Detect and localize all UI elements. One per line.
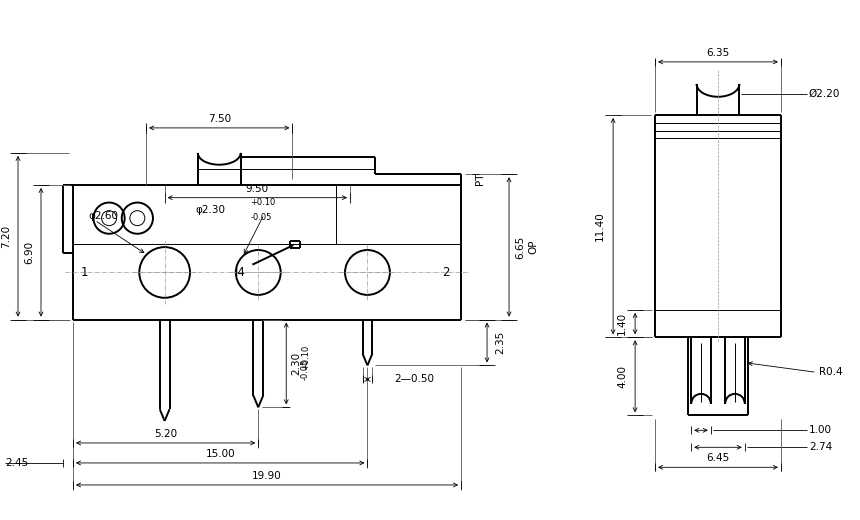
Text: 7.20: 7.20 xyxy=(1,225,11,248)
Text: 4.00: 4.00 xyxy=(617,365,627,388)
Text: +0.10: +0.10 xyxy=(301,345,310,370)
Text: 1: 1 xyxy=(81,266,89,279)
Text: 1.40: 1.40 xyxy=(617,312,627,335)
Text: PT: PT xyxy=(475,173,485,186)
Text: 2—0.50: 2—0.50 xyxy=(395,374,434,384)
Text: 6.90: 6.90 xyxy=(24,241,34,264)
Text: Ø2.20: Ø2.20 xyxy=(809,89,840,99)
Text: φ2.30: φ2.30 xyxy=(196,205,226,215)
Text: 15.00: 15.00 xyxy=(206,449,235,459)
Text: 7.50: 7.50 xyxy=(207,114,230,124)
Text: φ2.60: φ2.60 xyxy=(89,211,119,221)
Text: 2.35: 2.35 xyxy=(495,331,505,354)
Text: 2.74: 2.74 xyxy=(809,443,832,452)
Text: 6.45: 6.45 xyxy=(706,453,729,463)
Text: 6.35: 6.35 xyxy=(706,48,729,58)
Text: +0.10: +0.10 xyxy=(250,198,276,207)
Text: 2.30: 2.30 xyxy=(292,352,301,375)
Text: 19.90: 19.90 xyxy=(252,471,282,481)
Text: R0.4: R0.4 xyxy=(819,368,843,378)
Text: 2.45: 2.45 xyxy=(5,458,28,468)
Text: -0.05: -0.05 xyxy=(301,359,310,380)
Text: 9.50: 9.50 xyxy=(246,184,269,193)
Text: 1.00: 1.00 xyxy=(809,425,832,435)
Text: 11.40: 11.40 xyxy=(595,211,605,241)
Text: 5.20: 5.20 xyxy=(154,429,177,439)
Text: 6.65: 6.65 xyxy=(515,235,525,258)
Text: 2: 2 xyxy=(442,266,449,279)
Text: I4: I4 xyxy=(236,266,246,279)
Text: OP: OP xyxy=(528,240,538,254)
Text: -0.05: -0.05 xyxy=(250,213,272,223)
